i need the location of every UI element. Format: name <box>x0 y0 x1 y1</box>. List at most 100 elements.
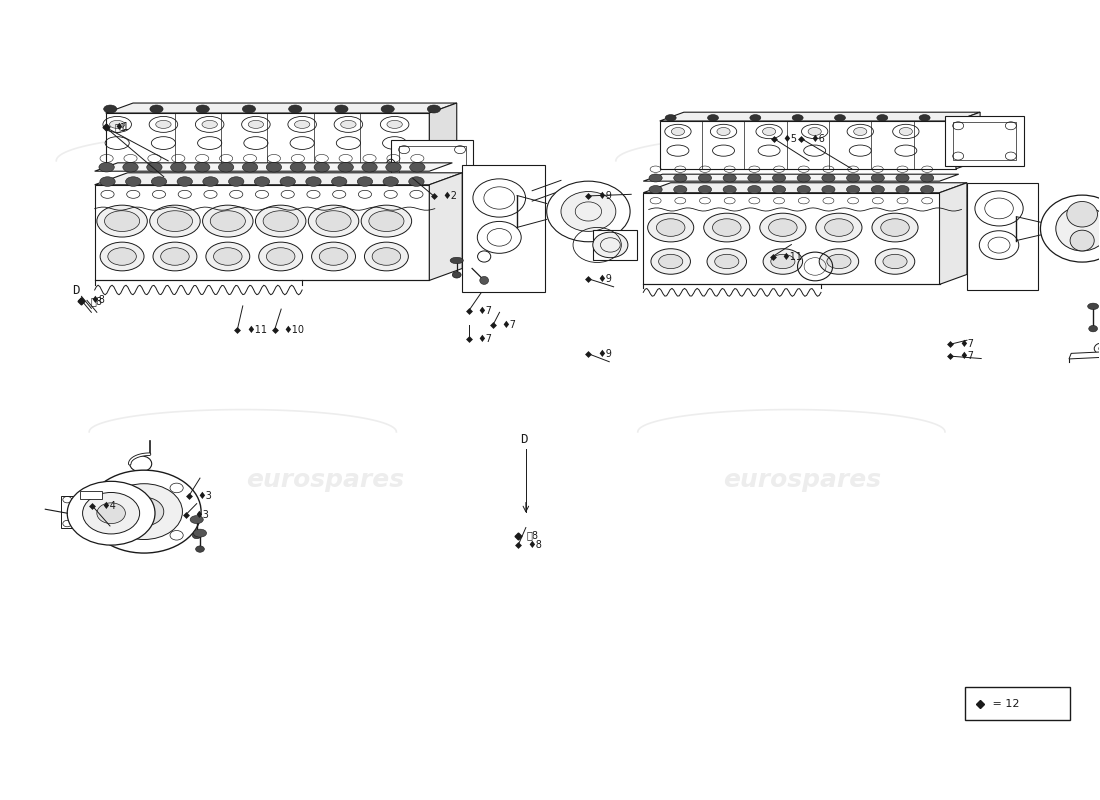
Ellipse shape <box>748 186 761 194</box>
Ellipse shape <box>266 248 295 266</box>
Ellipse shape <box>648 214 694 242</box>
Ellipse shape <box>657 218 685 236</box>
Ellipse shape <box>87 470 201 553</box>
Ellipse shape <box>202 177 218 186</box>
Ellipse shape <box>816 214 862 242</box>
Ellipse shape <box>659 254 683 269</box>
Ellipse shape <box>480 277 488 285</box>
Ellipse shape <box>750 114 761 121</box>
Ellipse shape <box>334 105 348 113</box>
Polygon shape <box>644 182 967 193</box>
Ellipse shape <box>698 174 712 182</box>
Text: ⁦8: ⁦8 <box>90 296 102 306</box>
Bar <box>593 230 637 260</box>
Text: ♦8: ♦8 <box>90 295 106 306</box>
Ellipse shape <box>771 254 795 269</box>
Ellipse shape <box>373 194 426 205</box>
Ellipse shape <box>561 191 616 231</box>
Ellipse shape <box>195 162 210 172</box>
Polygon shape <box>967 182 1038 290</box>
Polygon shape <box>95 185 429 281</box>
Ellipse shape <box>975 191 1023 226</box>
Ellipse shape <box>808 127 822 135</box>
Bar <box>390 140 473 196</box>
Bar <box>965 687 1070 721</box>
Ellipse shape <box>979 230 1019 259</box>
Ellipse shape <box>63 496 98 527</box>
Ellipse shape <box>473 179 526 217</box>
Text: ♦1: ♦1 <box>114 122 130 132</box>
Ellipse shape <box>409 162 425 172</box>
Ellipse shape <box>108 248 136 266</box>
Ellipse shape <box>372 248 400 266</box>
Ellipse shape <box>1094 343 1100 354</box>
Ellipse shape <box>288 105 301 113</box>
Ellipse shape <box>125 177 141 186</box>
Ellipse shape <box>707 249 747 274</box>
Ellipse shape <box>368 210 404 231</box>
Text: ♦7: ♦7 <box>959 351 975 361</box>
Polygon shape <box>1069 351 1100 359</box>
Ellipse shape <box>255 205 306 237</box>
Ellipse shape <box>673 186 686 194</box>
Ellipse shape <box>157 194 210 205</box>
Ellipse shape <box>820 249 859 274</box>
Ellipse shape <box>100 177 116 186</box>
Ellipse shape <box>213 248 242 266</box>
Ellipse shape <box>921 186 934 194</box>
Ellipse shape <box>265 194 318 205</box>
Ellipse shape <box>593 232 628 258</box>
Ellipse shape <box>713 218 741 236</box>
Ellipse shape <box>219 162 234 172</box>
Ellipse shape <box>150 105 163 113</box>
Ellipse shape <box>698 186 712 194</box>
Text: ♦3: ♦3 <box>198 490 212 501</box>
Ellipse shape <box>170 162 186 172</box>
Polygon shape <box>429 173 462 281</box>
Ellipse shape <box>883 254 908 269</box>
Ellipse shape <box>427 105 440 113</box>
Ellipse shape <box>801 196 849 206</box>
Ellipse shape <box>123 162 139 172</box>
Text: ⁦8: ⁦8 <box>527 530 539 541</box>
Ellipse shape <box>387 121 403 128</box>
Ellipse shape <box>331 177 346 186</box>
Text: ♦7: ♦7 <box>502 320 517 330</box>
Ellipse shape <box>748 174 761 182</box>
Ellipse shape <box>194 529 207 537</box>
Polygon shape <box>106 113 429 165</box>
Ellipse shape <box>1089 326 1098 332</box>
Ellipse shape <box>157 210 192 231</box>
Ellipse shape <box>295 121 310 128</box>
Ellipse shape <box>827 254 851 269</box>
Ellipse shape <box>671 127 684 135</box>
Ellipse shape <box>477 222 521 254</box>
Ellipse shape <box>341 121 356 128</box>
Ellipse shape <box>760 214 806 242</box>
Ellipse shape <box>1088 303 1099 310</box>
Ellipse shape <box>316 210 351 231</box>
Text: ♦6: ♦6 <box>810 134 825 143</box>
Ellipse shape <box>153 242 197 271</box>
Text: ♦9: ♦9 <box>597 191 612 201</box>
Ellipse shape <box>106 484 183 539</box>
Ellipse shape <box>651 249 691 274</box>
Ellipse shape <box>103 194 156 205</box>
Ellipse shape <box>876 249 915 274</box>
Ellipse shape <box>210 210 245 231</box>
Text: ♦2: ♦2 <box>442 191 458 201</box>
Ellipse shape <box>110 121 125 128</box>
Ellipse shape <box>1056 206 1100 251</box>
Polygon shape <box>95 163 452 171</box>
Ellipse shape <box>358 177 373 186</box>
Text: ♦11: ♦11 <box>781 251 803 262</box>
Ellipse shape <box>854 127 867 135</box>
Ellipse shape <box>308 205 359 237</box>
Ellipse shape <box>1070 230 1094 251</box>
Text: ♦7: ♦7 <box>959 339 975 349</box>
Bar <box>398 146 465 190</box>
Ellipse shape <box>100 242 144 271</box>
Text: ⁦1: ⁦1 <box>114 122 126 132</box>
Ellipse shape <box>723 174 736 182</box>
Ellipse shape <box>263 210 298 231</box>
